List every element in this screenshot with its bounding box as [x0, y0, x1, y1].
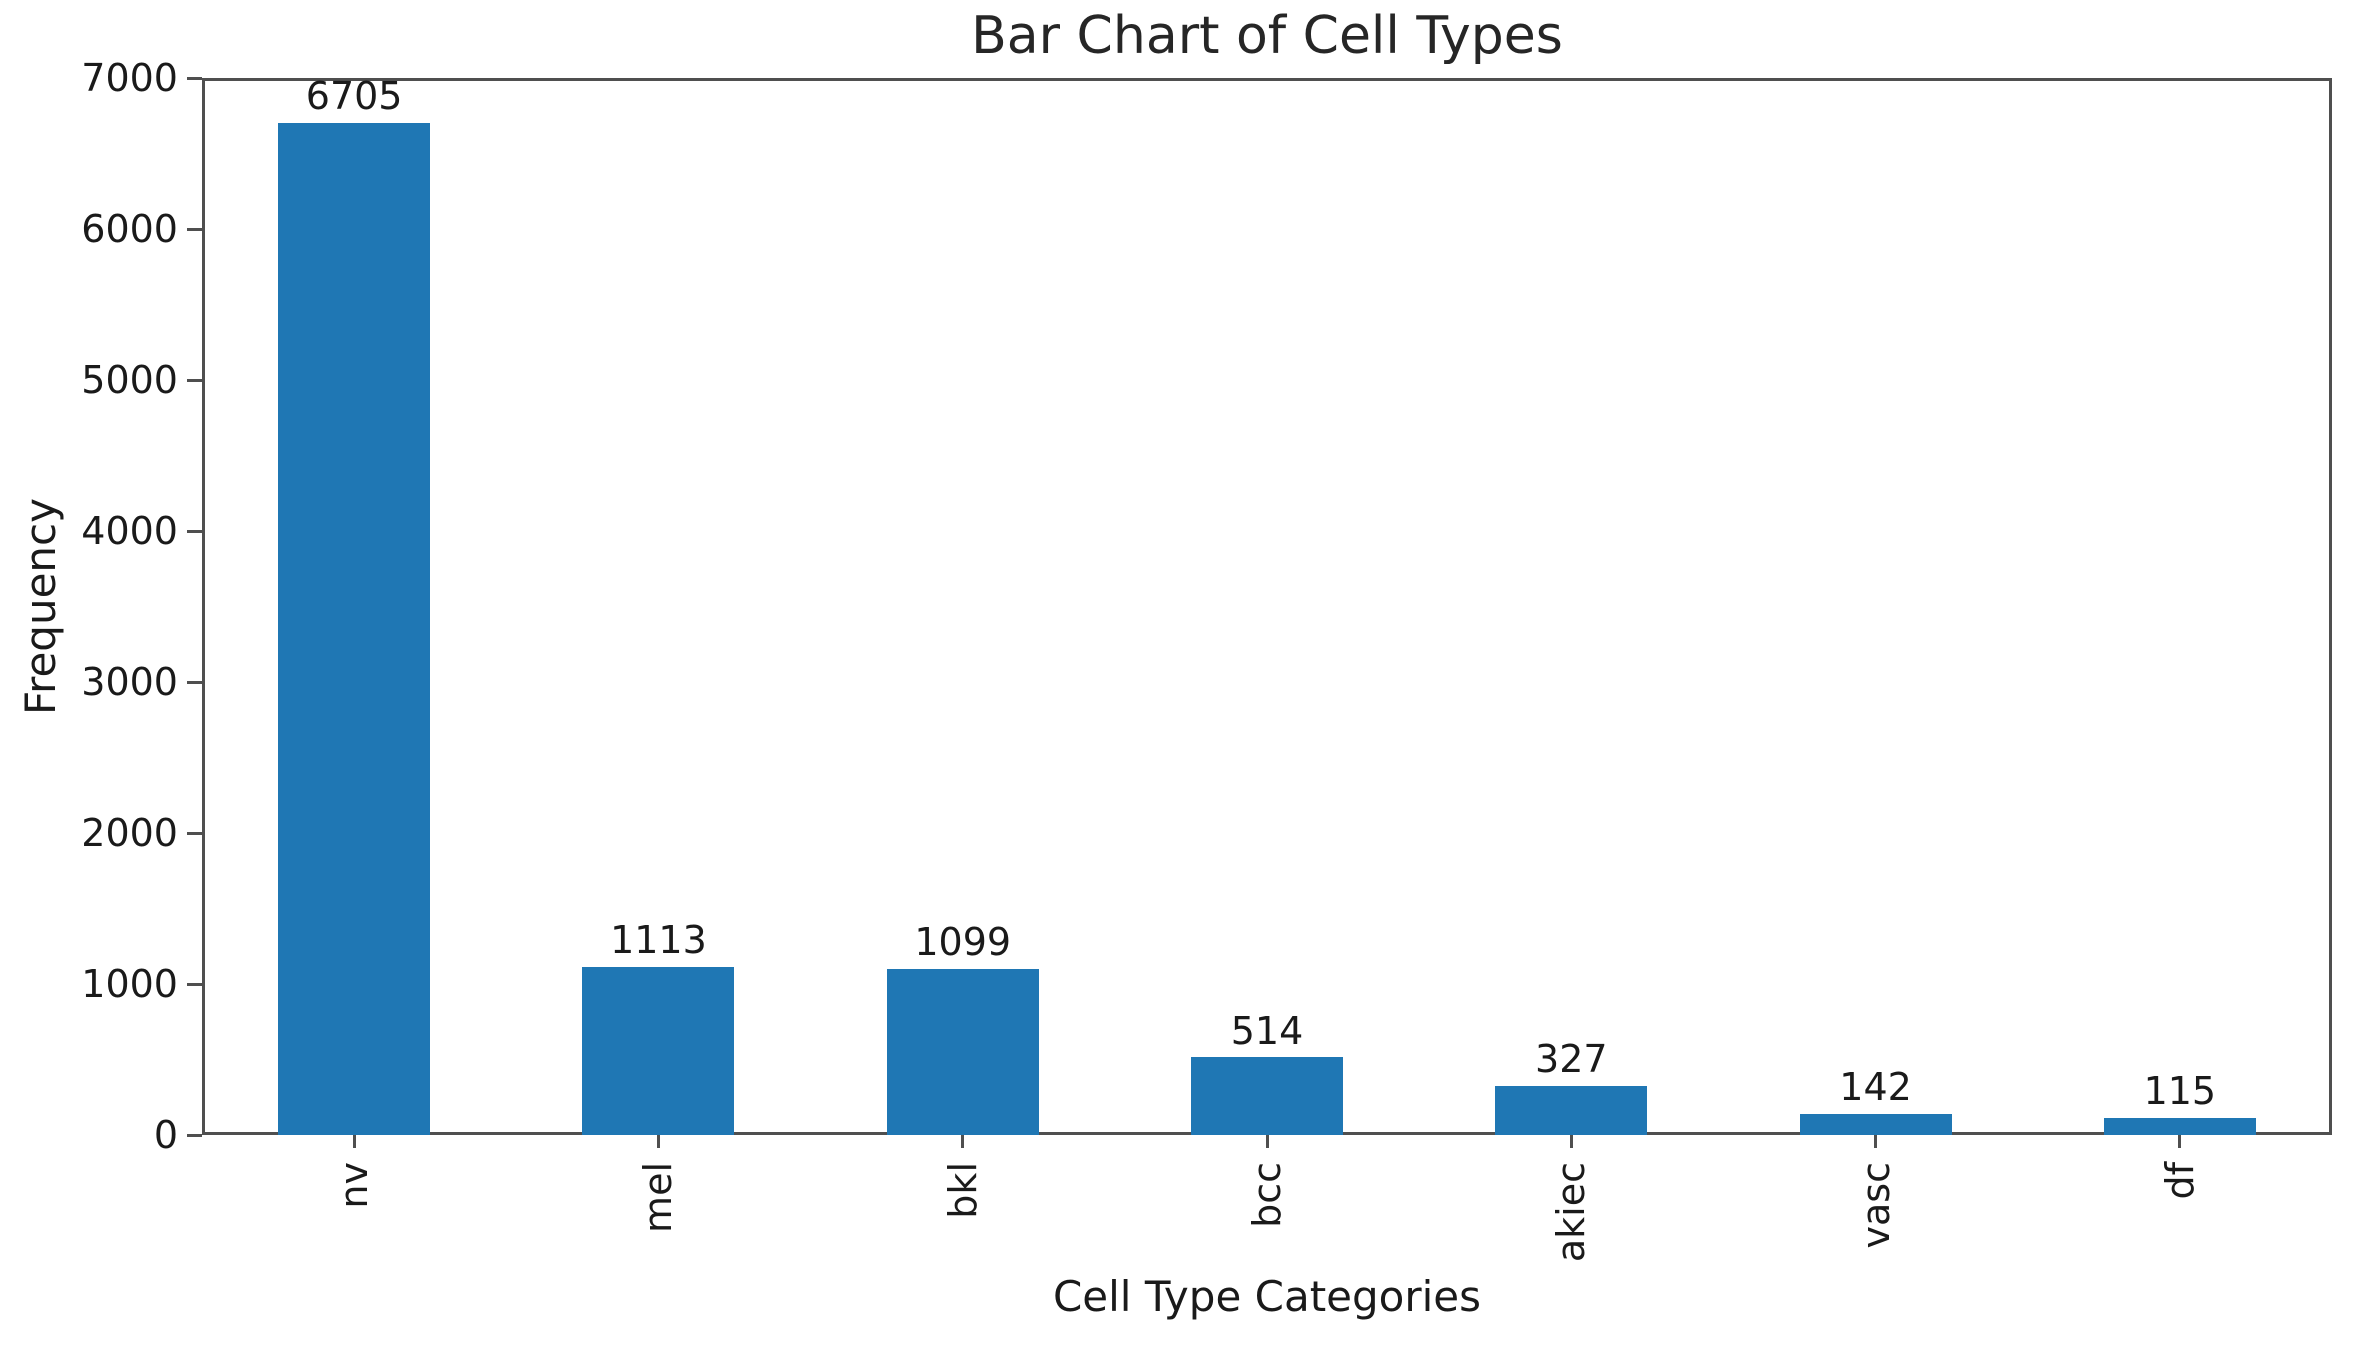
x-axis-label: Cell Type Categories [1052, 1272, 1482, 1321]
x-tick-mark [1874, 1135, 1878, 1148]
bar [1799, 1113, 1952, 1135]
bar [1190, 1057, 1344, 1135]
x-tick-label: vasc [1853, 1162, 1898, 1249]
y-tick-mark [187, 831, 202, 835]
bar [2103, 1117, 2256, 1135]
plot-area: 0 1000 2000 3000 4000 5000 6000 7000 6705 nv 1113 m… [81, 56, 2332, 1262]
y-tick-label: 7000 [81, 56, 178, 100]
x-tick-mark [1569, 1135, 1573, 1148]
y-tick-label: 2000 [81, 811, 178, 855]
y-tick-mark [187, 227, 202, 231]
x-tick-mark [2178, 1135, 2182, 1148]
y-tick-label: 4000 [81, 509, 178, 553]
bar-value-label: 514 [1230, 1008, 1304, 1053]
y-tick-label: 6000 [81, 207, 178, 251]
x-tick-mark [352, 1135, 356, 1148]
x-tick-label: bcc [1245, 1162, 1289, 1228]
x-tick-label: df [2157, 1162, 2202, 1200]
bar [886, 969, 1039, 1135]
y-tick-mark [187, 680, 202, 684]
y-tick-label: 5000 [81, 358, 178, 402]
y-tick-label: 0 [153, 1113, 178, 1157]
bar-value-label: 142 [1839, 1064, 1912, 1109]
y-tick-mark [187, 378, 202, 382]
bar-value-label: 1099 [914, 920, 1012, 965]
x-tick-label: bkl [940, 1162, 985, 1219]
y-tick-label: 1000 [81, 962, 178, 1006]
y-tick-mark [187, 982, 202, 986]
x-tick-mark [1265, 1135, 1269, 1148]
y-tick-mark [187, 76, 202, 80]
bar-value-label: 1113 [610, 918, 707, 963]
bar-value-label: 115 [2143, 1068, 2217, 1113]
x-tick-label: mel [636, 1162, 681, 1233]
y-tick-label: 3000 [81, 660, 178, 704]
bar [1495, 1085, 1648, 1135]
bar [582, 966, 735, 1135]
x-tick-label: akiec [1549, 1162, 1594, 1263]
bar-value-label: 327 [1535, 1036, 1608, 1081]
bar-value-label: 6705 [305, 73, 403, 118]
chart-title: Bar Chart of Cell Types [971, 6, 1563, 66]
x-tick-mark [961, 1135, 965, 1148]
x-tick-label: nv [332, 1162, 377, 1209]
x-tick-mark [656, 1135, 660, 1148]
y-tick-mark [187, 1133, 202, 1137]
y-tick-mark [187, 529, 202, 533]
bar [278, 122, 431, 1135]
